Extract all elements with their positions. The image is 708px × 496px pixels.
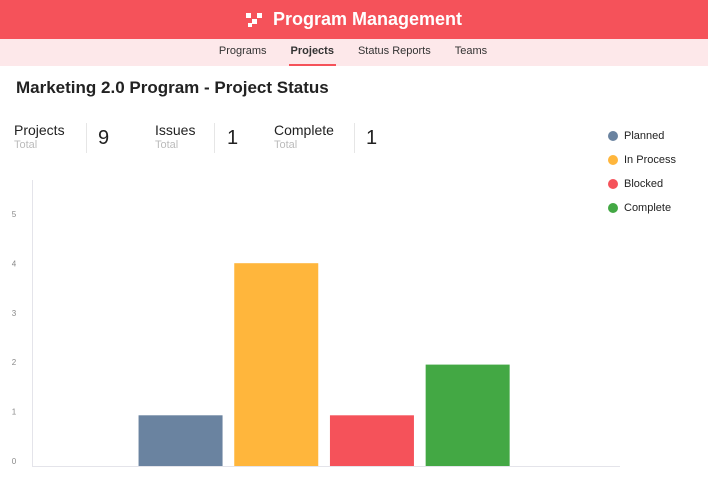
network-icon — [245, 12, 264, 27]
stat-projects: Projects Total 9 — [14, 122, 109, 151]
y-tick-label: 4 — [12, 259, 17, 268]
divider — [354, 123, 355, 153]
divider — [214, 123, 215, 153]
bar-complete — [425, 364, 510, 466]
stat-sub: Total — [155, 139, 179, 151]
tab-programs[interactable]: Programs — [218, 45, 267, 57]
y-tick-label: 5 — [12, 210, 17, 219]
divider — [86, 123, 87, 153]
legend-label: In Process — [624, 154, 676, 166]
legend-dot-icon — [608, 131, 618, 141]
stat-sub: Total — [14, 139, 38, 151]
bar-planned — [138, 415, 223, 466]
bar-blocked — [329, 415, 414, 466]
stat-value: 9 — [98, 127, 110, 149]
tab-status-reports[interactable]: Status Reports — [357, 45, 431, 57]
stat-label: Issues — [155, 122, 196, 138]
tab-teams[interactable]: Teams — [454, 45, 488, 57]
legend-item: Planned — [608, 124, 676, 148]
stat-value: 1 — [227, 127, 239, 149]
legend-dot-icon — [608, 179, 618, 189]
legend-label: Complete — [624, 202, 672, 214]
legend-dot-icon — [608, 155, 618, 165]
y-tick-label: 2 — [12, 358, 17, 367]
stat-label: Projects — [14, 122, 65, 138]
legend-dot-icon — [608, 203, 618, 213]
stat-sub: Total — [274, 139, 298, 151]
legend-item: In Process — [608, 148, 676, 172]
stat-label: Complete — [274, 122, 334, 138]
bar-in-process — [234, 263, 319, 466]
app-title: Program Management — [272, 9, 463, 29]
legend-item: Complete — [608, 196, 676, 220]
stat-issues: Issues Total 1 — [155, 122, 238, 151]
y-tick-label: 3 — [12, 309, 17, 318]
tab-projects[interactable]: Projects — [279, 39, 346, 66]
stat-value: 1 — [366, 127, 378, 149]
y-tick-label: 1 — [12, 408, 17, 417]
y-tick-label: 0 — [12, 457, 17, 466]
page-title: Marketing 2.0 Program - Project Status — [16, 78, 329, 97]
chart-legend: Planned In Process Blocked Complete — [608, 124, 676, 220]
legend-item: Blocked — [608, 172, 676, 196]
stat-complete: Complete Total 1 — [274, 122, 377, 151]
nav-tabs: Programs Projects Status Reports Teams — [0, 39, 708, 66]
app-header: Program Management — [0, 0, 708, 39]
legend-label: Planned — [624, 130, 665, 142]
legend-label: Blocked — [624, 178, 664, 190]
